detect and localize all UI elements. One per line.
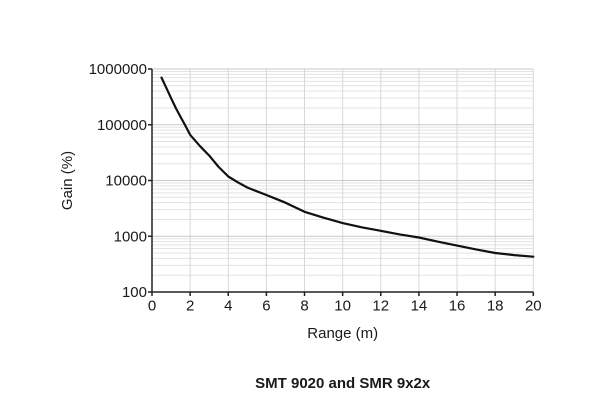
x-tick-label: 0 <box>148 298 156 315</box>
x-tick-label: 2 <box>186 298 194 315</box>
gain-curve-layer <box>160 76 535 258</box>
y-tick-label: 1000 <box>114 228 147 245</box>
gain-curve <box>160 76 535 258</box>
y-tick-label: 100 <box>122 284 147 301</box>
x-tick-label: 12 <box>372 298 389 315</box>
x-tick-label: 18 <box>487 298 504 315</box>
x-tick-label: 8 <box>300 298 308 315</box>
x-tick-label: 14 <box>411 298 428 315</box>
x-tick-label: 6 <box>262 298 270 315</box>
x-tick-label: 16 <box>449 298 466 315</box>
x-axis-tick-labels: 0 2 4 6 8 10 12 14 16 18 20 <box>148 298 542 315</box>
x-tick-label: 20 <box>525 298 542 315</box>
y-tick-label: 10000 <box>105 173 147 190</box>
axes <box>148 68 535 296</box>
x-tick-label: 10 <box>334 298 351 315</box>
chart-title: SMT 9020 and SMR 9x2x <box>255 375 431 392</box>
x-tick-label: 4 <box>224 298 232 315</box>
y-axis-tick-labels: 100 1000 10000 100000 1000000 <box>89 61 147 301</box>
y-axis-title: Gain (%) <box>59 151 76 210</box>
y-tick-label: 100000 <box>97 117 147 134</box>
y-tick-label: 1000000 <box>89 61 147 78</box>
x-axis-title: Range (m) <box>307 325 378 342</box>
gridlines <box>152 68 534 293</box>
